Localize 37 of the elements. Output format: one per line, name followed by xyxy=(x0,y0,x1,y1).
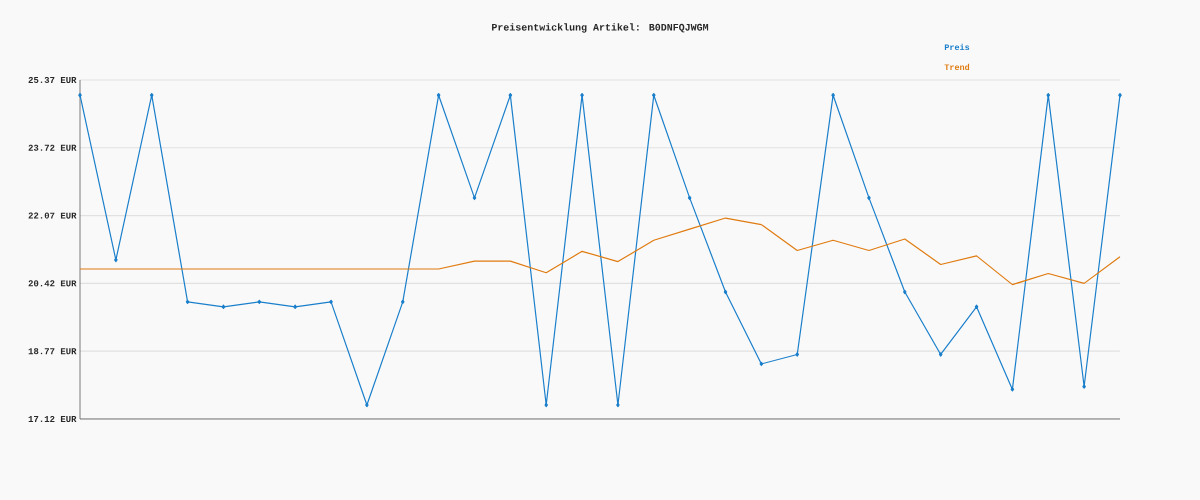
point xyxy=(1046,92,1051,98)
point xyxy=(293,304,297,309)
point xyxy=(759,361,764,367)
point xyxy=(365,402,369,408)
point xyxy=(1118,92,1122,98)
y-tick-label: 22.07 EUR xyxy=(28,212,77,219)
point xyxy=(580,92,584,98)
point xyxy=(795,352,800,357)
point xyxy=(1010,387,1015,392)
y-tick-label: 18.77 EUR xyxy=(28,348,77,355)
point xyxy=(687,195,692,201)
y-tick-label: 17.12 EUR xyxy=(28,415,77,423)
point xyxy=(938,352,943,357)
point xyxy=(114,257,118,263)
point xyxy=(257,299,262,305)
y-tick-label: 25.37 EUR xyxy=(28,76,77,84)
point xyxy=(436,92,441,98)
chart-title: Preisentwicklung Artikel: B0DNFQJWGM xyxy=(492,23,709,33)
point xyxy=(651,92,656,98)
y-tick-label: 20.42 EUR xyxy=(28,280,77,287)
text: Preis xyxy=(944,43,970,51)
point xyxy=(400,299,405,305)
point xyxy=(616,402,620,408)
point xyxy=(329,299,333,305)
point xyxy=(78,92,82,98)
y-tick-label: 23.72 EUR xyxy=(28,144,77,151)
point xyxy=(974,304,979,309)
point xyxy=(508,92,513,98)
point xyxy=(1082,384,1086,389)
point xyxy=(831,92,835,98)
point xyxy=(867,195,871,201)
text: Trend xyxy=(944,63,970,71)
point xyxy=(185,299,190,305)
point xyxy=(903,289,907,295)
point xyxy=(221,304,226,309)
point xyxy=(149,92,154,98)
point xyxy=(544,402,548,408)
